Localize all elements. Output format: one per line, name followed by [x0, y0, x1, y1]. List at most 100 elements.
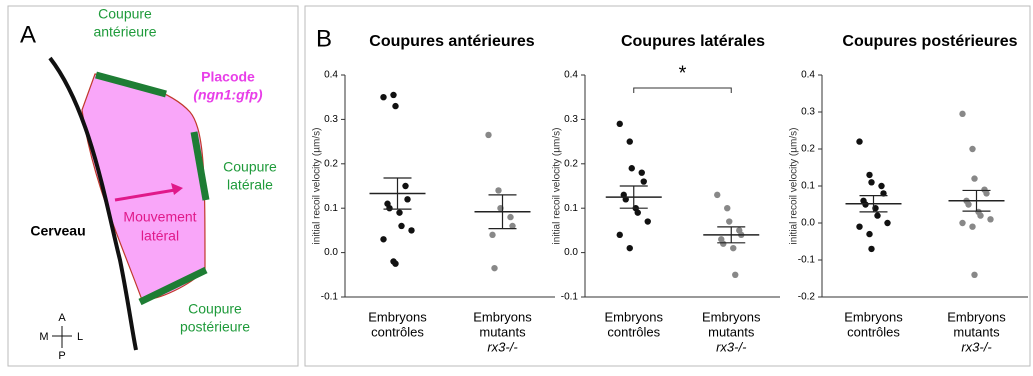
dot	[880, 190, 887, 197]
x-tick-label: Embryons	[473, 309, 532, 324]
cut-mark	[190, 131, 210, 201]
dot	[386, 205, 393, 212]
dot	[732, 271, 739, 278]
label: (ngn1:gfp)	[193, 87, 263, 103]
label: latéral	[141, 228, 179, 244]
x-tick-label: mutants	[953, 324, 1000, 339]
label: Mouvement	[123, 209, 196, 225]
y-tick-label: 0.4	[564, 70, 578, 81]
x-tick-label: rx3-/-	[961, 339, 992, 354]
dot	[730, 244, 737, 252]
x-tick-label: contrôles	[371, 324, 424, 339]
dot	[495, 187, 502, 194]
dot	[634, 209, 641, 216]
y-tick-label: -0.1	[321, 292, 339, 303]
significance-bracket	[633, 87, 732, 93]
dot	[969, 145, 976, 153]
dot	[626, 244, 633, 252]
placode-shape	[81, 73, 206, 301]
dot	[959, 219, 966, 227]
y-tick-label: 0.2	[801, 144, 815, 155]
dot	[724, 205, 731, 212]
panel-a-frame	[7, 5, 299, 367]
dot	[965, 201, 972, 208]
dot	[408, 227, 415, 234]
dot	[874, 212, 881, 219]
significance-label: *	[679, 62, 687, 84]
x-tick-label: contrôles	[607, 324, 660, 339]
y-axis-label: initial recoil velocity (µm/s)	[789, 128, 800, 245]
dot	[638, 169, 645, 176]
dot	[720, 240, 727, 247]
compass-label: P	[58, 350, 65, 362]
chart-title: Coupures postérieures	[842, 33, 1017, 50]
dot	[726, 218, 733, 225]
dot	[987, 216, 994, 223]
dot	[959, 110, 966, 118]
dot	[404, 196, 411, 203]
label: postérieure	[180, 319, 250, 335]
dot	[977, 212, 984, 219]
dot	[971, 271, 978, 278]
x-tick-label: Embryons	[604, 309, 663, 324]
dot	[868, 245, 875, 253]
label: latérale	[227, 177, 273, 193]
dot	[616, 120, 623, 128]
dot	[507, 213, 514, 221]
x-tick-label: rx3-/-	[487, 339, 518, 354]
dot	[866, 171, 873, 179]
x-tick-label: mutants	[708, 324, 755, 339]
y-tick-label: 0.1	[324, 203, 338, 214]
y-tick-label: 0.3	[801, 107, 815, 118]
panel-label: B	[316, 25, 332, 52]
y-tick-label: 0.0	[801, 218, 815, 229]
dot	[616, 231, 623, 239]
dot	[380, 94, 387, 101]
y-tick-label: 0.1	[801, 181, 815, 192]
y-tick-label: 0.1	[564, 203, 578, 214]
dot	[380, 236, 387, 243]
dot	[884, 219, 891, 227]
dot	[640, 178, 647, 185]
y-tick-label: -0.1	[561, 292, 579, 303]
chart-title: Coupures latérales	[621, 33, 765, 50]
y-tick-label: 0.4	[324, 70, 338, 81]
dot	[396, 209, 403, 216]
y-tick-label: -0.2	[798, 292, 816, 303]
dot	[866, 230, 873, 238]
dot	[983, 190, 990, 197]
label: Placode	[201, 69, 255, 85]
dot	[969, 223, 976, 230]
label: Cerveau	[30, 223, 85, 239]
label: antérieure	[93, 24, 156, 40]
y-axis-label: initial recoil velocity (µm/s)	[552, 128, 563, 245]
dot	[868, 179, 875, 186]
y-tick-label: 0.0	[324, 247, 338, 258]
cut-mark	[138, 266, 208, 306]
dot	[856, 223, 863, 230]
dot	[509, 222, 516, 230]
dot	[878, 182, 885, 190]
cut-mark	[95, 71, 167, 98]
label: Coupure	[223, 159, 277, 175]
compass-label: L	[77, 331, 83, 343]
brain-edge	[48, 56, 138, 351]
dot	[644, 218, 651, 225]
dot	[856, 138, 863, 145]
y-tick-label: 0.2	[564, 158, 578, 169]
dot	[402, 182, 409, 190]
dot	[491, 264, 498, 272]
dot	[971, 175, 978, 182]
y-tick-label: 0.4	[801, 70, 815, 81]
x-tick-label: Embryons	[844, 309, 903, 324]
dot	[392, 102, 399, 110]
dot	[485, 131, 492, 139]
panel-label: A	[20, 21, 36, 48]
compass-label: M	[39, 331, 48, 343]
chart-title: Coupures antérieures	[369, 33, 534, 50]
y-tick-label: 0.2	[324, 158, 338, 169]
y-axis-label: initial recoil velocity (µm/s)	[312, 128, 323, 245]
y-tick-label: 0.3	[564, 114, 578, 125]
